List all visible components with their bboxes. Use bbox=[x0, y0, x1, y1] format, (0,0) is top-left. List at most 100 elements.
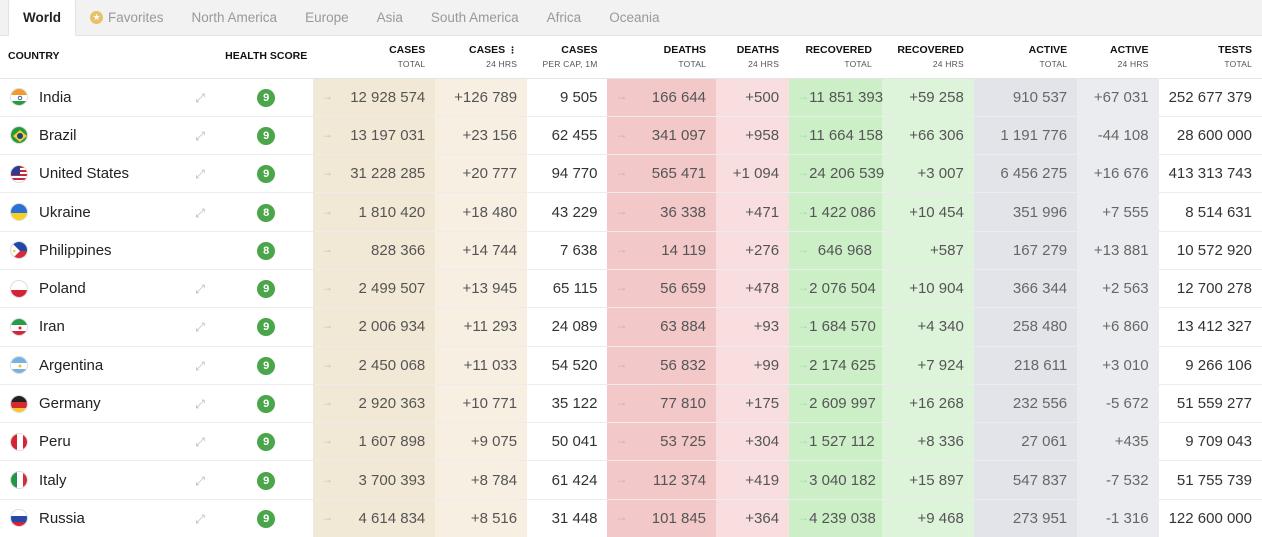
country-cell[interactable]: Philippines bbox=[0, 231, 220, 270]
cell-value: 1 607 898 bbox=[358, 433, 426, 451]
cell-value: 28 600 000 bbox=[1176, 126, 1252, 144]
country-cell[interactable]: Ukraine ⤢ bbox=[0, 192, 220, 232]
cell-value: 112 374 bbox=[652, 471, 707, 489]
table-row[interactable]: Ukraine ⤢ 8 → 1 810 420 +18 480 43 229 → 36 338 +… bbox=[0, 192, 1262, 232]
country-name[interactable]: Argentina bbox=[39, 356, 104, 374]
table-row[interactable]: Poland ⤢ 9 → 2 499 507 +13 945 65 115 → 56 659 +4… bbox=[0, 269, 1262, 309]
germany-flag-icon bbox=[10, 394, 28, 413]
active-24h-cell: -5 672 bbox=[1077, 384, 1159, 424]
cell-value: 77 810 bbox=[660, 395, 707, 413]
expand-icon[interactable]: ⤢ bbox=[195, 282, 205, 297]
country-cell[interactable]: Italy ⤢ bbox=[0, 460, 220, 500]
table-row[interactable]: United States ⤢ 9 → 31 228 285 +20 777 94 770 →… bbox=[0, 154, 1262, 194]
health-score-badge: 9 bbox=[257, 509, 276, 528]
country-name[interactable]: India bbox=[39, 88, 72, 106]
tab-europe[interactable]: Europe bbox=[291, 0, 363, 35]
india-flag-icon bbox=[10, 88, 28, 107]
health-score-badge: 9 bbox=[257, 395, 276, 414]
recovered-total-cell: → 2 174 625 bbox=[789, 346, 882, 385]
star-icon: ★ bbox=[90, 10, 103, 24]
table-row[interactable]: Philippines 8 → 828 366 +14 744 7 638 → 14 119 +… bbox=[0, 231, 1262, 270]
cell-value: 8 514 631 bbox=[1185, 203, 1252, 221]
country-name[interactable]: Ukraine bbox=[39, 203, 91, 221]
tab-north-america[interactable]: North America bbox=[178, 0, 292, 35]
tab-favorites[interactable]: ★ Favorites bbox=[76, 0, 178, 35]
tab-world[interactable]: World bbox=[8, 0, 76, 36]
table-row[interactable]: Russia ⤢ 9 → 4 614 834 +8 516 31 448 → 101 845 +3… bbox=[0, 499, 1262, 537]
active-24h-cell: +2 563 bbox=[1077, 269, 1159, 309]
expand-icon[interactable]: ⤢ bbox=[195, 397, 205, 412]
col-header-active-total[interactable]: ACTIVE TOTAL bbox=[973, 36, 1078, 79]
col-header-country[interactable]: COUNTRY bbox=[0, 36, 220, 79]
arrow-right-icon: → bbox=[321, 126, 334, 141]
country-name[interactable]: Iran bbox=[39, 318, 65, 336]
country-cell[interactable]: United States ⤢ bbox=[0, 154, 220, 194]
country-name[interactable]: Brazil bbox=[39, 126, 77, 144]
country-name[interactable]: Russia bbox=[39, 509, 85, 527]
arrow-right-icon: → bbox=[797, 395, 810, 410]
tab-africa[interactable]: Africa bbox=[533, 0, 596, 35]
country-cell[interactable]: Argentina ⤢ bbox=[0, 346, 220, 385]
col-header-deaths-total[interactable]: DEATHS TOTAL bbox=[607, 36, 717, 79]
country-name[interactable]: Philippines bbox=[39, 241, 112, 259]
cell-value: 2 076 504 bbox=[809, 280, 876, 298]
expand-icon[interactable]: ⤢ bbox=[195, 435, 205, 450]
col-header-cases-per-cap[interactable]: CASES PER CAP, 1M bbox=[527, 36, 608, 79]
country-name[interactable]: Peru bbox=[39, 433, 71, 451]
table-row[interactable]: Argentina ⤢ 9 → 2 450 068 +11 033 54 520 → 56 83… bbox=[0, 346, 1262, 385]
tab-asia[interactable]: Asia bbox=[363, 0, 417, 35]
country-cell[interactable]: Iran ⤢ bbox=[0, 307, 220, 347]
tab-south-america[interactable]: South America bbox=[417, 0, 533, 35]
col-header-tests-total[interactable]: TESTS TOTAL bbox=[1158, 36, 1262, 79]
col-header-active-24h[interactable]: ACTIVE 24 HRS bbox=[1077, 36, 1159, 79]
expand-icon[interactable]: ⤢ bbox=[195, 205, 205, 220]
expand-icon[interactable]: ⤢ bbox=[195, 167, 205, 182]
deaths-24h-cell: +1 094 bbox=[716, 154, 790, 194]
table-row[interactable]: Brazil ⤢ 9 → 13 197 031 +23 156 62 455 → 341 097… bbox=[0, 116, 1262, 156]
col-header-recovered-24h[interactable]: RECOVERED 24 HRS bbox=[881, 36, 974, 79]
expand-icon[interactable]: ⤢ bbox=[195, 128, 205, 143]
table-row[interactable]: Peru ⤢ 9 → 1 607 898 +9 075 50 041 → 53 725 +304 →… bbox=[0, 422, 1262, 462]
col-header-health-score[interactable]: HEALTH SCORE bbox=[219, 36, 314, 79]
arrow-right-icon: → bbox=[797, 241, 810, 256]
country-cell[interactable]: Poland ⤢ bbox=[0, 269, 220, 309]
header-label: ACTIVE bbox=[1028, 43, 1068, 56]
cell-value: 63 884 bbox=[660, 318, 707, 336]
header-sublabel: TOTAL bbox=[678, 59, 707, 69]
col-header-cases-total[interactable]: CASES TOTAL bbox=[313, 36, 436, 79]
expand-icon[interactable]: ⤢ bbox=[195, 90, 205, 105]
country-cell[interactable]: Germany ⤢ bbox=[0, 384, 220, 424]
country-name[interactable]: Germany bbox=[39, 395, 101, 413]
col-header-recovered-total[interactable]: RECOVERED TOTAL bbox=[789, 36, 882, 79]
col-header-deaths-24h[interactable]: DEATHS 24 HRS bbox=[716, 36, 790, 79]
active-24h-cell: +7 555 bbox=[1077, 192, 1159, 232]
expand-icon[interactable]: ⤢ bbox=[195, 358, 205, 373]
country-name[interactable]: United States bbox=[39, 165, 130, 183]
country-cell[interactable]: Brazil ⤢ bbox=[0, 116, 220, 156]
tab-oceania[interactable]: Oceania bbox=[595, 0, 673, 35]
arrow-right-icon: → bbox=[615, 318, 628, 333]
country-name[interactable]: Italy bbox=[39, 471, 67, 489]
table-row[interactable]: Iran ⤢ 9 → 2 006 934 +11 293 24 089 → 63 884 +93 →… bbox=[0, 307, 1262, 347]
expand-icon[interactable]: ⤢ bbox=[195, 473, 205, 488]
table-row[interactable]: Germany ⤢ 9 → 2 920 363 +10 771 35 122 → 77 810 +… bbox=[0, 384, 1262, 424]
country-cell[interactable]: Peru ⤢ bbox=[0, 422, 220, 462]
deaths-total-cell: → 56 659 bbox=[607, 269, 717, 309]
expand-icon[interactable]: ⤢ bbox=[195, 511, 205, 526]
cell-value: 2 006 934 bbox=[358, 318, 426, 336]
table-row[interactable]: Italy ⤢ 9 → 3 700 393 +8 784 61 424 → 112 374 +41… bbox=[0, 460, 1262, 500]
col-header-cases-24h[interactable]: CASES ⋮ 24 HRS bbox=[435, 36, 528, 79]
tests-total-cell: 8 514 631 bbox=[1158, 192, 1262, 232]
cell-value: 366 344 bbox=[1012, 280, 1068, 298]
arrow-right-icon: → bbox=[321, 433, 334, 448]
deaths-24h-cell: +99 bbox=[716, 346, 790, 385]
health-score-badge: 9 bbox=[257, 165, 276, 184]
country-cell[interactable]: India ⤢ bbox=[0, 78, 220, 117]
table-row[interactable]: India ⤢ 9 → 12 928 574 +126 789 9 505 → 166 644 +… bbox=[0, 78, 1262, 117]
country-cell[interactable]: Russia ⤢ bbox=[0, 499, 220, 537]
cell-value: +93 bbox=[753, 318, 780, 336]
brazil-flag-icon bbox=[10, 126, 28, 145]
expand-icon[interactable]: ⤢ bbox=[195, 320, 205, 335]
arrow-right-icon: → bbox=[321, 471, 334, 486]
country-name[interactable]: Poland bbox=[39, 280, 86, 298]
